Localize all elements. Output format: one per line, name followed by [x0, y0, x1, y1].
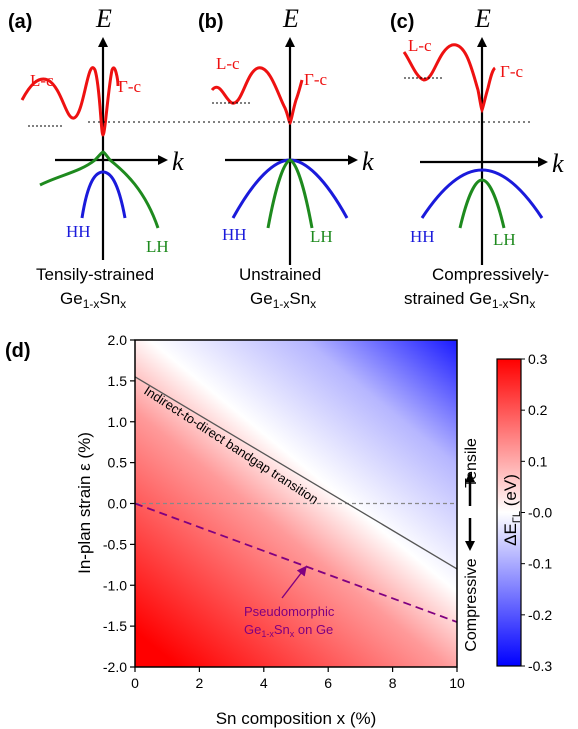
panel-a-heavy-hole-band	[80, 170, 127, 219]
panel-b-l-label: L-c	[216, 54, 240, 73]
panel-a-l-label: L-c	[30, 71, 54, 90]
panel-c: (c) E k L-c Γ-c HH LH Compressively- str…	[390, 4, 564, 311]
panel-b: (b) E k L-c Γ-c HH LH Unstrained Ge1-xSn…	[198, 4, 374, 311]
x-tick-label: 8	[389, 675, 397, 691]
panel-c-k-label: k	[552, 149, 564, 178]
y-tick-label: 1.0	[108, 414, 128, 430]
pseudomorphic-pointer-arrow	[281, 565, 307, 599]
map-overlays	[134, 376, 458, 623]
panel-c-caption-line2: strained Ge1-xSnx	[404, 289, 535, 311]
colorbar-tick-label: 0.3	[528, 351, 548, 367]
panel-b-caption-line1: Unstrained	[239, 265, 321, 284]
panel-c-heavy-hole-band	[420, 168, 544, 219]
y-tick-label: 1.5	[108, 373, 128, 389]
colorbar-tick-label: -0.0	[528, 505, 552, 521]
panel-b-tag: (b)	[198, 11, 224, 33]
panel-b-lh-label: LH	[310, 227, 333, 246]
tensile-label: Tensile	[463, 438, 480, 488]
y-tick-label: -1.5	[103, 618, 127, 634]
y-axis-title: In-plan strain ε (%)	[75, 432, 94, 574]
y-ticks: 2.0 1.5 1.0 0.5 0.0 -0.5 -1.0 -1.5 -2.0	[103, 332, 135, 675]
y-tick-label: 2.0	[108, 332, 128, 348]
colorbar-tick-label: 0.2	[528, 402, 548, 418]
panel-a-tag: (a)	[8, 11, 32, 33]
colorbar-tick-label: -0.3	[528, 658, 552, 674]
panel-c-tag: (c)	[390, 11, 414, 33]
panel-a: (a) E k L-c Γ-c HH LH Tensily-strained G…	[8, 4, 184, 311]
panel-b-light-hole-band	[266, 158, 314, 229]
y-tick-label: 0.5	[108, 455, 128, 471]
panel-c-caption-line1: Compressively-	[432, 265, 549, 284]
x-tick-label: 4	[260, 675, 268, 691]
panel-c-light-hole-band	[458, 178, 506, 229]
panel-c-conduction-band	[402, 43, 497, 114]
x-ticks: 0 2 4 6 8 10	[131, 667, 465, 691]
panel-a-lh-label: LH	[146, 237, 169, 256]
panel-a-k-label: k	[172, 147, 184, 176]
colorbar-title: ΔEΓL (eV)	[501, 474, 523, 546]
panel-a-light-hole-band	[39, 150, 160, 229]
y-tick-label: 0.0	[108, 496, 128, 512]
y-tick-label: -2.0	[103, 659, 127, 675]
panel-b-caption-line2: Ge1-xSnx	[250, 289, 316, 311]
panel-c-hh-label: HH	[410, 227, 435, 246]
panel-c-energy-label: E	[474, 4, 491, 33]
panel-a-caption-line1: Tensily-strained	[36, 265, 154, 284]
panel-a-energy-label: E	[95, 4, 112, 33]
pseudomorphic-label-line2: Ge1-xSnx on Ge	[244, 622, 333, 639]
compressive-label: Compressive	[463, 558, 480, 651]
colorbar-tick-label: 0.1	[528, 453, 548, 469]
panel-b-k-label: k	[362, 147, 374, 176]
panel-c-lh-label: LH	[493, 230, 516, 249]
panel-a-hh-label: HH	[66, 222, 91, 241]
panel-b-gamma-label: Γ-c	[304, 70, 327, 89]
x-axis-title: Sn composition x (%)	[216, 709, 377, 728]
colorbar	[496, 358, 522, 667]
x-tick-label: 2	[196, 675, 204, 691]
transition-line	[134, 376, 458, 570]
panel-b-conduction-band	[210, 66, 304, 126]
y-tick-label: -0.5	[103, 536, 127, 552]
panel-b-hh-label: HH	[222, 225, 247, 244]
pseudomorphic-line	[134, 502, 458, 623]
x-tick-label: 0	[131, 675, 139, 691]
colorbar-tick-label: -0.1	[528, 556, 552, 572]
panel-c-gamma-label: Γ-c	[500, 62, 523, 81]
colorbar-tick-label: -0.2	[528, 607, 552, 623]
panel-a-caption-line2: Ge1-xSnx	[60, 289, 126, 311]
y-tick-label: -1.0	[103, 577, 127, 593]
panel-d-tag: (d)	[5, 340, 31, 362]
x-tick-label: 10	[449, 675, 465, 691]
panel-d: (d) 0 2 4 6 8 10 2.0 1.5 1.0 0.5 0.0 -0.5 -1.0 -1.5 -…	[5, 332, 552, 728]
panel-b-energy-label: E	[282, 4, 299, 33]
colorbar-ticks: 0.3 0.2 0.1 -0.0 -0.1 -0.2 -0.3	[521, 351, 552, 674]
panel-a-conduction-band	[20, 66, 120, 137]
panel-c-l-label: L-c	[408, 36, 432, 55]
panel-a-gamma-label: Γ-c	[118, 77, 141, 96]
pseudomorphic-label-line1: Pseudomorphic	[244, 604, 335, 619]
x-tick-label: 6	[324, 675, 332, 691]
